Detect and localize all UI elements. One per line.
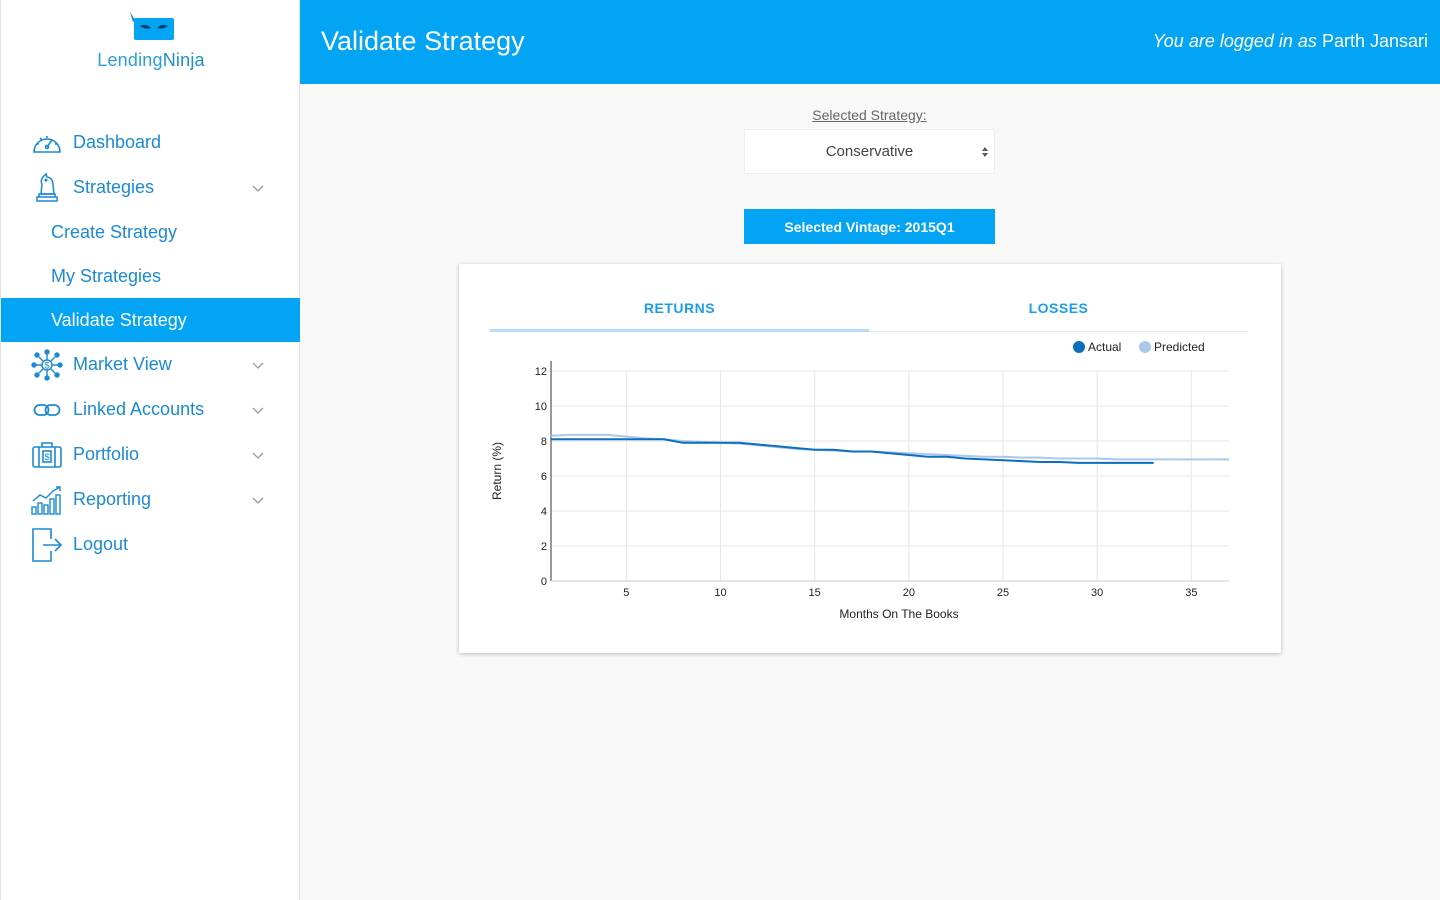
sidebar-item-label: Portfolio: [73, 444, 140, 464]
svg-text:$: $: [44, 452, 49, 462]
sidebar-item-reporting[interactable]: Reporting: [1, 477, 300, 522]
tab-losses[interactable]: LOSSES: [1028, 300, 1089, 316]
brand-name-light: Lending: [97, 50, 163, 70]
sidebar-item-label: Logout: [73, 534, 129, 554]
y-tick-label: 0: [541, 576, 547, 588]
login-prefix: You are logged in as: [1152, 31, 1317, 51]
sidebar-item-validate-strategy[interactable]: Validate Strategy: [1, 298, 300, 342]
sidebar-item-portfolio[interactable]: $ Portfolio: [1, 432, 300, 477]
strategy-select-value: Conservative: [825, 143, 914, 160]
strategy-select[interactable]: Conservative: [744, 129, 995, 174]
y-tick-label: 8: [541, 436, 547, 448]
sidebar-nav: Dashboard Strategies Create Strategy My …: [1, 120, 300, 567]
ninja-logo-icon: [130, 12, 174, 40]
sidebar-item-my-strategies[interactable]: My Strategies: [51, 265, 162, 286]
login-info: You are logged in as Parth Jansari: [1153, 31, 1428, 52]
sidebar-item-linked-accounts[interactable]: Linked Accounts: [1, 387, 300, 432]
tab-returns[interactable]: RETURNS: [490, 296, 869, 332]
sidebar-item-create-strategy[interactable]: Create Strategy: [51, 221, 178, 242]
logo[interactable]: LendingNinja: [1, 8, 301, 71]
page-title: Validate Strategy: [321, 26, 525, 56]
chevron-down-icon[interactable]: [252, 494, 264, 506]
x-tick-label: 5: [623, 587, 629, 599]
vintage-button[interactable]: Selected Vintage: 2015Q1: [744, 209, 995, 244]
sidebar-item-label: Dashboard: [73, 132, 162, 152]
x-tick-label: 20: [903, 587, 915, 599]
x-tick-label: 30: [1091, 587, 1103, 599]
series-line-actual: [551, 438, 1154, 464]
legend-label-predicted: Predicted: [1154, 340, 1205, 354]
y-tick-label: 10: [535, 401, 547, 413]
brand-name: LendingNinja: [1, 50, 301, 71]
legend-label-actual: Actual: [1088, 340, 1121, 354]
x-tick-label: 15: [809, 587, 821, 599]
sidebar-item-label: Linked Accounts: [73, 399, 205, 419]
x-axis-title: Months On The Books: [839, 607, 958, 621]
returns-chart: 0 2 4 6 8 10 12 5 10 15 20 25 30 35 Months On The Book…: [490, 340, 1229, 621]
link-icon: [31, 394, 63, 426]
x-tick-label: 35: [1185, 587, 1197, 599]
top-header: Validate Strategy You are logged in as P…: [300, 0, 1440, 84]
chart-card: RETURNS LOSSES 0 2 4 6 8 10 12 5 10 15 20 25 30 35 Mon…: [459, 264, 1281, 653]
bar-chart-icon: [31, 484, 63, 516]
sidebar-item-label: Market View: [73, 354, 172, 374]
strategy-label: Selected Strategy:: [812, 107, 927, 123]
legend-marker-actual: [1073, 341, 1085, 353]
chevron-down-icon[interactable]: [252, 359, 264, 371]
chevron-down-icon[interactable]: [252, 404, 264, 416]
chevron-down-icon[interactable]: [252, 182, 264, 194]
svg-text:$: $: [44, 360, 49, 370]
logout-icon: [31, 527, 63, 562]
chess-knight-icon: [31, 172, 63, 204]
y-axis-title: Return (%): [490, 442, 504, 500]
y-tick-label: 6: [541, 471, 547, 483]
briefcase-dollar-icon: $: [31, 439, 63, 471]
sidebar-item-label: Strategies: [73, 177, 155, 197]
y-tick-label: 4: [541, 506, 547, 518]
sidebar-item-strategies[interactable]: Strategies: [1, 165, 300, 210]
chevron-down-icon[interactable]: [252, 449, 264, 461]
select-arrows-icon: [982, 147, 988, 157]
y-tick-label: 12: [535, 366, 547, 378]
y-tick-label: 2: [541, 541, 547, 553]
speedometer-icon: [31, 127, 63, 159]
sidebar-item-label: Reporting: [73, 489, 152, 509]
sidebar-item-logout[interactable]: Logout: [1, 522, 300, 567]
user-name[interactable]: Parth Jansari: [1321, 31, 1428, 51]
legend-marker-predicted: [1139, 341, 1151, 353]
network-dollar-icon: $: [31, 348, 63, 381]
brand-name-bold: Ninja: [162, 50, 205, 70]
sidebar: LendingNinja Dashboard Strategies: [0, 0, 300, 900]
x-tick-label: 25: [997, 587, 1009, 599]
chart-tabs: RETURNS LOSSES: [490, 296, 1248, 332]
x-tick-label: 10: [714, 587, 726, 599]
sidebar-item-market-view[interactable]: $ Market View: [1, 342, 300, 387]
sidebar-item-dashboard[interactable]: Dashboard: [1, 120, 300, 165]
